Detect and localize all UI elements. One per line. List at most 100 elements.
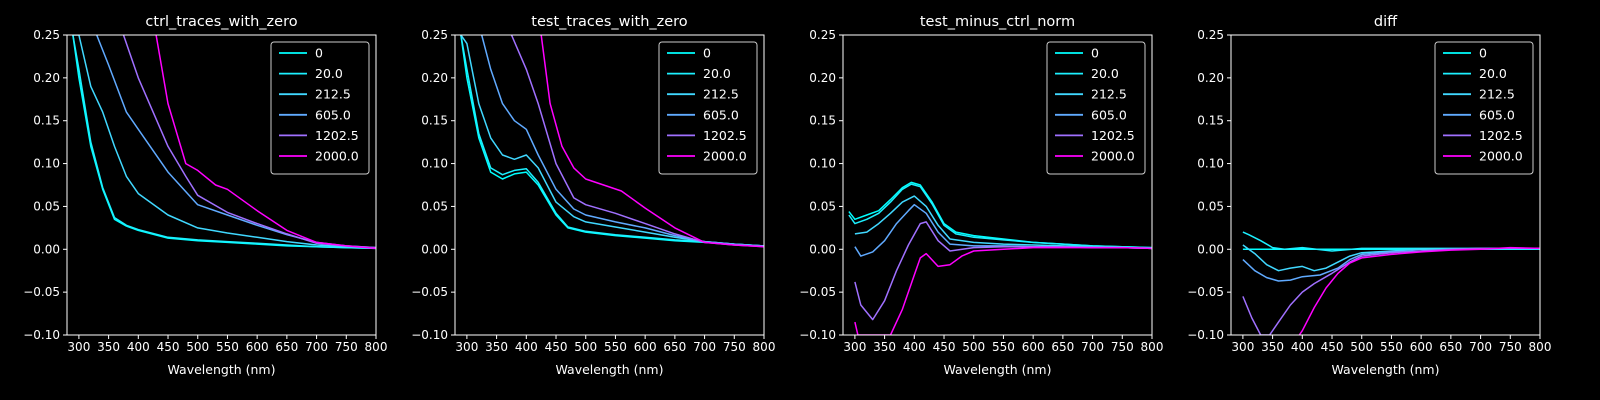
x-tick-label: 500 bbox=[1350, 340, 1373, 354]
legend-item: 20.0 bbox=[1443, 66, 1507, 81]
legend-item: 1202.5 bbox=[667, 128, 747, 143]
legend-item: 20.0 bbox=[279, 66, 343, 81]
legend-item: 212.5 bbox=[667, 87, 739, 102]
y-tick-label: 0.00 bbox=[1197, 242, 1224, 256]
series-line-212.5 bbox=[854, 195, 1152, 250]
legend-item: 212.5 bbox=[1443, 87, 1515, 102]
x-tick-label: 300 bbox=[843, 340, 866, 354]
series-line-212.5 bbox=[72, 35, 376, 249]
x-tick-label: 350 bbox=[1261, 340, 1284, 354]
x-tick-label: 750 bbox=[335, 340, 358, 354]
y-tick-label: 0.00 bbox=[809, 242, 836, 256]
x-tick-label: 650 bbox=[275, 340, 298, 354]
chart-title: test_minus_ctrl_norm bbox=[920, 14, 1075, 30]
y-tick-label: −0.05 bbox=[1187, 285, 1224, 299]
x-tick-label: 800 bbox=[753, 340, 776, 354]
x-tick-label: 350 bbox=[485, 340, 508, 354]
axes-frame bbox=[454, 34, 765, 336]
x-tick-label: 700 bbox=[1469, 340, 1492, 354]
x-tick-label: 750 bbox=[723, 340, 746, 354]
y-tick-label: 0.05 bbox=[1197, 199, 1224, 213]
legend-item: 605.0 bbox=[667, 107, 739, 122]
y-tick-label: 0.15 bbox=[809, 114, 836, 128]
legend-item: 212.5 bbox=[1055, 87, 1127, 102]
x-tick-label: 800 bbox=[365, 340, 388, 354]
y-tick-label: 0.10 bbox=[33, 157, 60, 171]
x-tick-label: 800 bbox=[1141, 340, 1164, 354]
series-line-2000.0 bbox=[1298, 246, 1540, 335]
y-tick-label: 0.25 bbox=[421, 28, 448, 42]
legend: 0 20.0 212.5 605.0 1202.5 2000.0 bbox=[1046, 41, 1146, 175]
legend-label: 212.5 bbox=[1479, 87, 1515, 102]
y-tick-label: 0.05 bbox=[33, 199, 60, 213]
series-line-2000.0 bbox=[540, 35, 764, 248]
series-line-20.0 bbox=[848, 183, 1152, 249]
x-tick-label: 450 bbox=[545, 340, 568, 354]
series-group bbox=[72, 35, 376, 250]
legend-item: 20.0 bbox=[1055, 66, 1119, 81]
legend-label: 20.0 bbox=[1479, 66, 1507, 81]
series-line-20.0 bbox=[72, 35, 376, 250]
y-tick-label: 0.10 bbox=[421, 157, 448, 171]
legend-item: 1202.5 bbox=[1055, 128, 1135, 143]
series-line-1202.5 bbox=[1242, 247, 1540, 335]
legend-label: 605.0 bbox=[1479, 107, 1515, 122]
y-tick-label: −0.05 bbox=[411, 285, 448, 299]
x-tick-label: 600 bbox=[1410, 340, 1433, 354]
legend-label: 0 bbox=[703, 46, 711, 61]
legend-item: 1202.5 bbox=[279, 128, 359, 143]
legend-label: 0 bbox=[1479, 46, 1487, 61]
legend-box bbox=[1046, 41, 1146, 175]
y-tick-label: 0.25 bbox=[1197, 28, 1224, 42]
x-tick-label: 450 bbox=[157, 340, 180, 354]
legend-box bbox=[658, 41, 758, 175]
y-tick-label: 0.05 bbox=[421, 199, 448, 213]
x-tick-label: 500 bbox=[574, 340, 597, 354]
legend-item: 2000.0 bbox=[1055, 149, 1135, 164]
legend: 0 20.0 212.5 605.0 1202.5 2000.0 bbox=[270, 41, 370, 175]
x-tick-label: 700 bbox=[693, 340, 716, 354]
x-tick-label: 600 bbox=[634, 340, 657, 354]
x-tick-label: 400 bbox=[1291, 340, 1314, 354]
legend-item: 0 bbox=[1055, 46, 1099, 61]
x-tick-label: 700 bbox=[1081, 340, 1104, 354]
y-tick-label: 0.20 bbox=[1197, 71, 1224, 85]
legend-item: 1202.5 bbox=[1443, 128, 1523, 143]
y-tick-label: −0.10 bbox=[1187, 328, 1224, 342]
series-line-2000.0 bbox=[155, 35, 376, 250]
y-tick-label: 0.15 bbox=[421, 114, 448, 128]
legend-item: 605.0 bbox=[279, 107, 351, 122]
chart-ctrl_traces_with_zero: 300 350 400 450 500 550 600 650 700 750 800 −0.10 −0… bbox=[23, 14, 387, 377]
chart-title: diff bbox=[1374, 14, 1398, 30]
y-tick-label: 0.15 bbox=[33, 114, 60, 128]
y-tick-label: −0.10 bbox=[799, 328, 836, 342]
legend-box bbox=[270, 41, 370, 175]
legend-label: 0 bbox=[315, 46, 323, 61]
y-tick-label: 0.20 bbox=[33, 71, 60, 85]
legend-item: 0 bbox=[667, 46, 711, 61]
chart-title: test_traces_with_zero bbox=[531, 14, 688, 30]
x-tick-label: 550 bbox=[1380, 340, 1403, 354]
y-tick-label: 0.20 bbox=[809, 71, 836, 85]
x-tick-label: 350 bbox=[97, 340, 120, 354]
x-tick-label: 450 bbox=[933, 340, 956, 354]
x-axis-label: Wavelength (nm) bbox=[556, 362, 664, 377]
y-tick-label: 0.00 bbox=[421, 242, 448, 256]
legend-label: 1202.5 bbox=[1091, 128, 1135, 143]
legend-item: 0 bbox=[1443, 46, 1487, 61]
legend-label: 212.5 bbox=[1091, 87, 1127, 102]
series-line-212.5 bbox=[460, 35, 764, 247]
x-tick-label: 350 bbox=[873, 340, 896, 354]
series-line-2000.0 bbox=[854, 246, 1152, 335]
x-tick-label: 600 bbox=[1022, 340, 1045, 354]
x-tick-label: 300 bbox=[67, 340, 90, 354]
axes-frame bbox=[842, 34, 1153, 336]
legend-label: 2000.0 bbox=[703, 149, 747, 164]
y-tick-label: −0.10 bbox=[411, 328, 448, 342]
legend-label: 20.0 bbox=[703, 66, 731, 81]
x-tick-label: 750 bbox=[1111, 340, 1134, 354]
x-tick-label: 500 bbox=[962, 340, 985, 354]
legend-box bbox=[1434, 41, 1534, 175]
